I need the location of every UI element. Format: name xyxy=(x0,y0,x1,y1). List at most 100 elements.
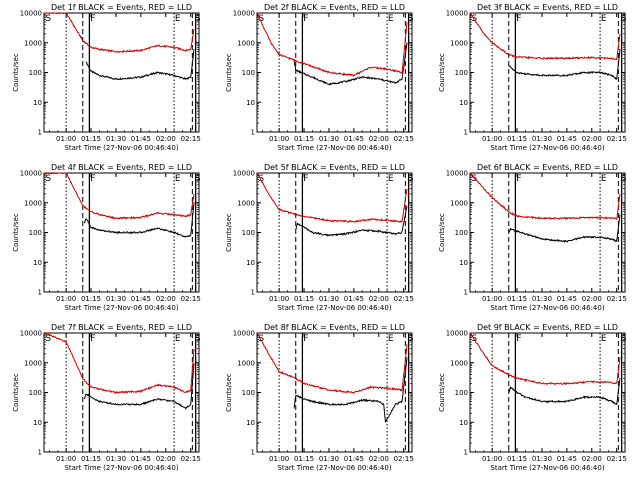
x-tick-label: 01:00 xyxy=(56,455,76,463)
x-tick-label: 01:45 xyxy=(131,295,151,303)
lld-series-line xyxy=(43,172,195,220)
chart-title: Det 9f BLACK = Events, RED = LLD xyxy=(477,323,618,332)
time-marker-label: F xyxy=(303,14,308,24)
time-marker-label: F xyxy=(90,14,95,24)
x-tick-label: 01:45 xyxy=(557,455,577,463)
y-tick-label: 1 xyxy=(464,129,468,137)
x-tick-label: 02:00 xyxy=(156,455,176,463)
y-tick-label: 10000 xyxy=(20,170,42,178)
x-tick-label: 01:30 xyxy=(319,455,339,463)
panel-5: Det 5f BLACK = Events, RED = LLD 1 10 100 10… xyxy=(225,163,414,312)
lld-series-line xyxy=(469,332,621,386)
panel-1: Det 1f BLACK = Events, RED = LLD 1 10 100 10… xyxy=(12,3,201,152)
y-tick-label: 1000 xyxy=(24,199,42,207)
x-tick-label: 02:00 xyxy=(369,455,389,463)
time-marker-label: E xyxy=(388,334,394,344)
x-tick-label: 01:15 xyxy=(81,295,101,303)
y-axis-label: Counts/sec xyxy=(12,213,20,252)
panel-3: Det 3f BLACK = Events, RED = LLD 1 10 100 10… xyxy=(438,3,627,152)
chart-title: Det 1f BLACK = Events, RED = LLD xyxy=(51,3,192,12)
x-tick-label: 01:15 xyxy=(507,455,527,463)
x-tick-label: 02:00 xyxy=(582,295,602,303)
x-tick-label: 01:00 xyxy=(482,295,502,303)
y-tick-label: 10000 xyxy=(233,330,255,338)
y-tick-label: 100 xyxy=(242,229,255,237)
chart-title: Det 8f BLACK = Events, RED = LLD xyxy=(264,323,405,332)
events-series-line xyxy=(85,49,195,81)
x-tick-label: 02:15 xyxy=(394,455,414,463)
y-tick-label: 10 xyxy=(246,419,255,427)
time-marker-label: S xyxy=(621,14,627,24)
y-tick-label: 1000 xyxy=(237,39,255,47)
x-tick-label: 02:15 xyxy=(607,135,627,143)
y-tick-label: 10 xyxy=(246,99,255,107)
x-axis-label: Start Time (27-Nov-06 00:46:40) xyxy=(490,464,604,472)
x-tick-label: 01:45 xyxy=(131,455,151,463)
time-marker-label: E xyxy=(175,334,181,344)
time-marker-label: F xyxy=(90,334,95,344)
y-tick-label: 1000 xyxy=(237,199,255,207)
y-tick-label: 1 xyxy=(464,449,468,457)
y-tick-label: 1000 xyxy=(450,359,468,367)
panel-2: Det 2f BLACK = Events, RED = LLD 1 10 100 10… xyxy=(225,3,414,152)
events-series-line xyxy=(83,202,195,238)
panel-8: Det 8f BLACK = Events, RED = LLD 1 10 100 10… xyxy=(225,323,414,472)
time-marker-label: S xyxy=(408,334,414,344)
y-tick-label: 1 xyxy=(38,289,42,297)
x-tick-label: 02:00 xyxy=(369,295,389,303)
time-marker-label: S xyxy=(621,174,627,184)
x-axis-label: Start Time (27-Nov-06 00:46:40) xyxy=(64,464,178,472)
time-marker-label: S xyxy=(195,14,201,24)
y-tick-label: 10 xyxy=(33,419,42,427)
time-marker-label: F xyxy=(303,174,308,184)
x-axis-label: Start Time (27-Nov-06 00:46:40) xyxy=(64,304,178,312)
x-tick-label: 01:30 xyxy=(106,295,126,303)
x-tick-label: 02:15 xyxy=(394,295,414,303)
x-tick-label: 01:45 xyxy=(344,135,364,143)
y-tick-label: 1000 xyxy=(450,199,468,207)
y-tick-label: 1000 xyxy=(450,39,468,47)
y-tick-label: 1000 xyxy=(24,39,42,47)
chart-title: Det 3f BLACK = Events, RED = LLD xyxy=(477,3,618,12)
y-tick-label: 100 xyxy=(455,229,468,237)
x-tick-label: 01:00 xyxy=(482,455,502,463)
y-tick-label: 10000 xyxy=(233,10,255,18)
y-axis-label: Counts/sec xyxy=(12,53,20,92)
x-axis-label: Start Time (27-Nov-06 00:46:40) xyxy=(490,144,604,152)
y-tick-label: 1 xyxy=(38,129,42,137)
y-axis-label: Counts/sec xyxy=(225,373,233,412)
lld-series-line xyxy=(43,332,195,394)
y-tick-label: 10000 xyxy=(20,10,42,18)
x-tick-label: 02:15 xyxy=(181,135,201,143)
y-tick-label: 1 xyxy=(38,449,42,457)
x-tick-label: 01:30 xyxy=(532,295,552,303)
x-tick-label: 02:15 xyxy=(181,295,201,303)
y-tick-label: 10 xyxy=(33,259,42,267)
y-tick-label: 10 xyxy=(459,419,468,427)
y-tick-label: 100 xyxy=(29,229,42,237)
y-axis-label: Counts/sec xyxy=(438,213,446,252)
x-tick-label: 02:15 xyxy=(181,455,201,463)
panel-9: Det 9f BLACK = Events, RED = LLD 1 10 100 10… xyxy=(438,323,627,472)
x-tick-label: 02:00 xyxy=(582,455,602,463)
y-tick-label: 10000 xyxy=(446,330,468,338)
time-marker-label: S xyxy=(408,14,414,24)
y-tick-label: 1 xyxy=(251,289,255,297)
chart-title: Det 7f BLACK = Events, RED = LLD xyxy=(51,323,192,332)
plot-frame xyxy=(469,332,626,453)
x-tick-label: 01:15 xyxy=(294,135,314,143)
x-axis-label: Start Time (27-Nov-06 00:46:40) xyxy=(490,304,604,312)
x-tick-label: 01:00 xyxy=(269,455,289,463)
y-tick-label: 100 xyxy=(29,69,42,77)
x-tick-label: 02:00 xyxy=(369,135,389,143)
x-tick-label: 01:15 xyxy=(507,135,527,143)
time-marker-label: E xyxy=(175,14,181,24)
x-tick-label: 01:30 xyxy=(532,135,552,143)
time-marker-label: E xyxy=(175,174,181,184)
y-tick-label: 1000 xyxy=(237,359,255,367)
x-axis-label: Start Time (27-Nov-06 00:46:40) xyxy=(277,304,391,312)
y-axis-label: Counts/sec xyxy=(438,373,446,412)
events-series-line xyxy=(83,363,195,410)
x-axis-label: Start Time (27-Nov-06 00:46:40) xyxy=(64,144,178,152)
